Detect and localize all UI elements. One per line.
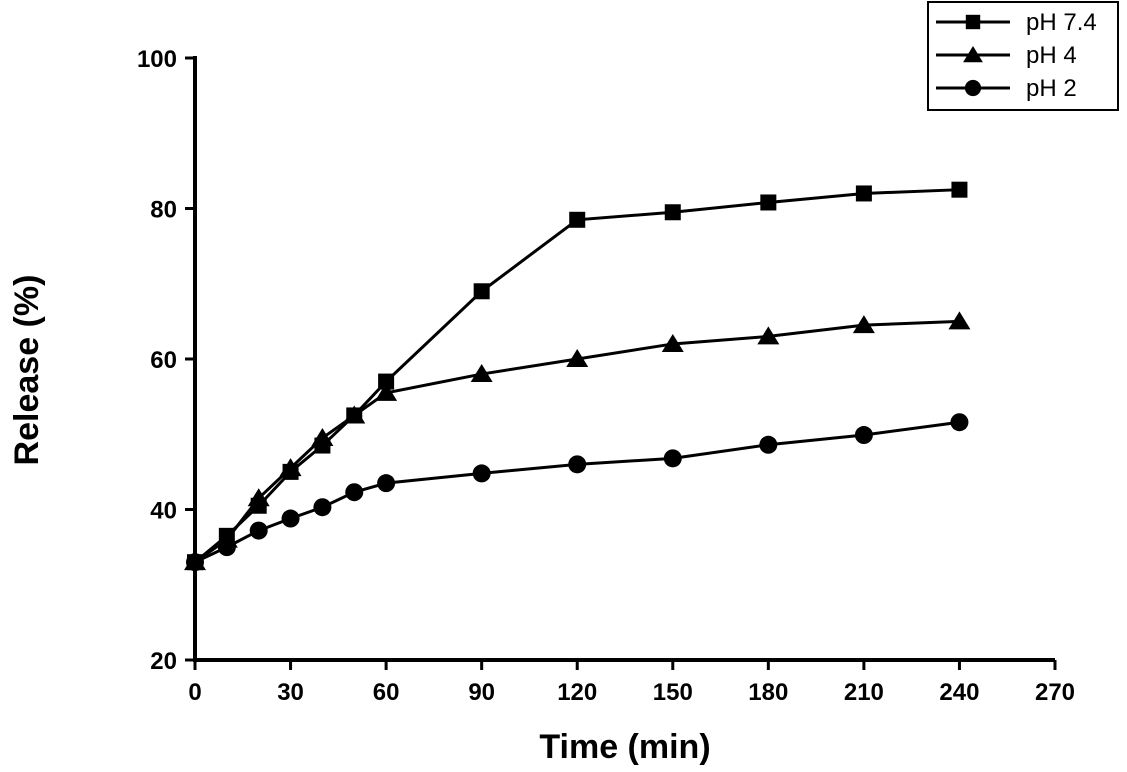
data-point [187,554,203,571]
y-axis-title: Release (%) [8,275,46,466]
legend-label: pH 2 [1026,75,1077,102]
data-point [950,413,969,432]
data-point [378,373,395,390]
series-ph-4 [184,311,971,571]
data-point [855,185,872,202]
data-point [314,437,331,454]
x-tick-label: 90 [468,679,495,706]
data-point [854,426,873,445]
x-tick-label: 150 [653,679,693,706]
series-line [194,188,960,564]
series-layer [184,181,971,572]
data-point [663,449,682,468]
y-tick-label: 40 [150,498,177,525]
data-point [375,382,398,401]
x-tick-label: 60 [373,679,400,706]
x-tick-label: 210 [844,679,884,706]
x-axis-title: Time (min) [539,728,710,766]
tick-labels: 0 30 60 90 120 150 180 210 240 270 20 40 60 80 100 [137,46,1075,706]
data-point [282,463,299,480]
data-point [566,349,589,367]
legend-label: pH 7.4 [1026,9,1097,36]
data-point [345,483,364,502]
data-point [250,497,267,514]
legend-marker [963,46,983,63]
data-point [568,455,587,474]
data-point [377,474,396,493]
x-tick-label: 180 [748,679,788,706]
series-ph-2 [186,413,969,572]
data-point [951,181,968,198]
x-tick-label: 120 [557,679,597,706]
y-tick-label: 20 [150,648,177,675]
tick-marks [185,56,1057,670]
y-tick-label: 60 [150,347,177,374]
data-point [472,464,491,483]
legend-marker [965,14,981,30]
legend: pH 7.4 pH 4 pH 2 [927,1,1119,111]
series-ph-7_4 [187,181,968,571]
data-point [759,435,778,454]
data-point [661,333,684,352]
data-point [948,311,971,330]
x-tick-label: 270 [1035,679,1075,706]
legend-item: pH 4 [936,42,1077,69]
x-tick-label: 30 [277,679,304,706]
data-point [757,326,780,345]
data-point [569,211,586,228]
data-point [346,407,363,424]
axes [193,56,1055,662]
x-tick-label: 240 [939,679,979,706]
legend-item: pH 7.4 [936,9,1097,36]
data-point [852,315,875,334]
data-point [249,521,268,540]
y-tick-label: 80 [150,197,177,224]
data-point [313,498,332,517]
series-line [194,420,960,564]
legend-marker [964,79,982,97]
data-point [760,194,777,211]
x-tick-label: 0 [188,679,201,706]
data-point [281,509,300,528]
legend-label: pH 4 [1026,42,1077,69]
data-point [218,527,235,544]
data-point [470,364,493,383]
data-point [473,283,490,300]
y-tick-label: 100 [137,46,177,73]
legend-item: pH 2 [936,75,1077,102]
data-point [664,204,681,221]
